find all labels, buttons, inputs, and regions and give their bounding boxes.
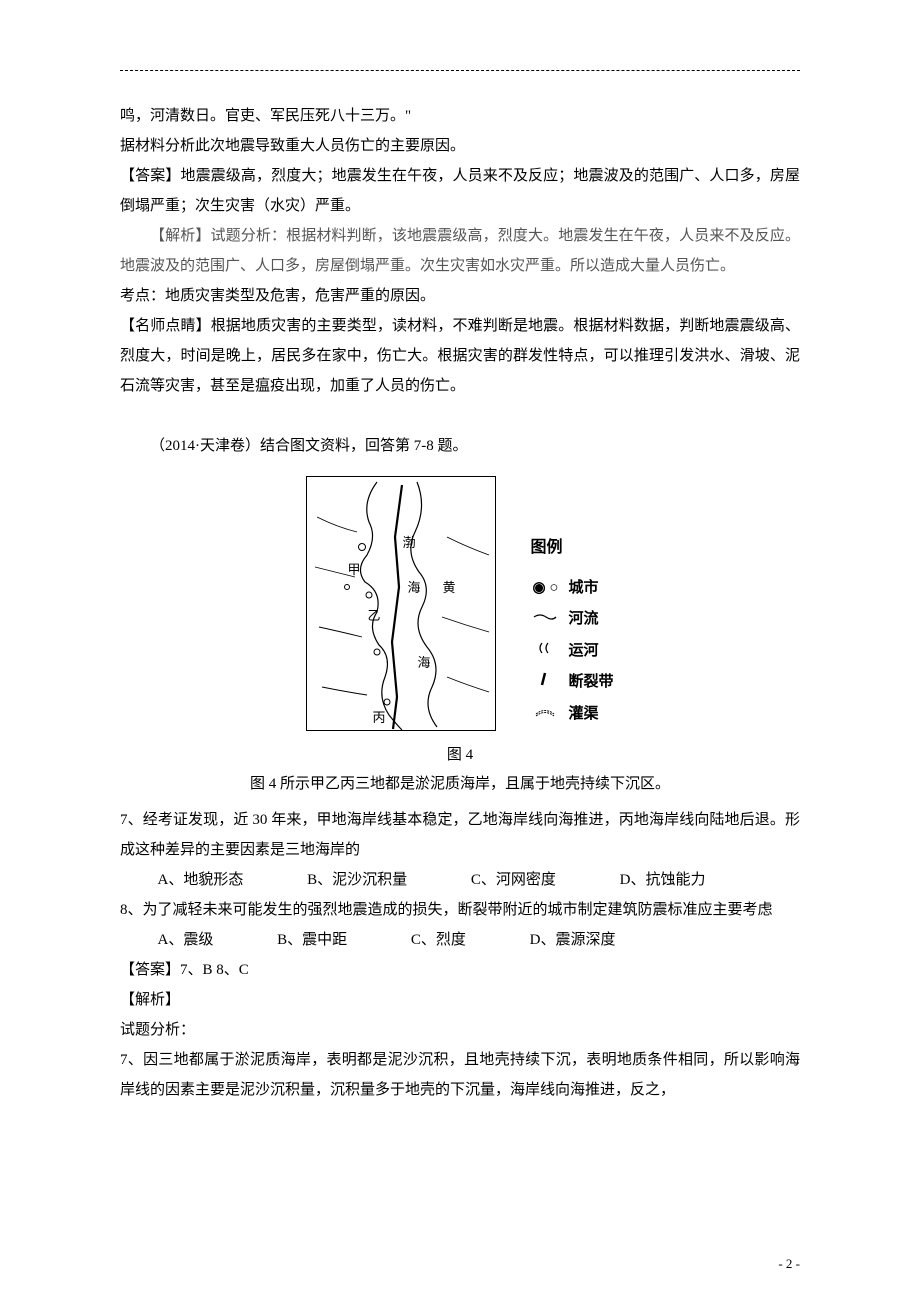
q7-opt-c: C、河网密度 — [471, 865, 556, 895]
map-label-huang: 黄 — [442, 577, 455, 596]
q8-opt-a: A、震级 — [158, 925, 214, 955]
map-label-jia: 甲 — [347, 559, 360, 578]
legend-label-irrigation: 灌渠 — [568, 699, 598, 731]
river-icon — [530, 604, 560, 636]
question-7: 7、经考证发现，近 30 年来，甲地海岸线基本稳定，乙地海岸线向海推进，丙地海岸… — [120, 805, 800, 865]
map-label-hai: 海 — [407, 577, 420, 596]
question-8: 8、为了减轻未来可能发生的强烈地震造成的损失，断裂带附近的城市制定建筑防震标准应… — [120, 895, 800, 925]
analysis2-sub: 试题分析： — [120, 1015, 800, 1045]
map-svg — [307, 477, 497, 732]
q7-options: A、地貌形态 B、泥沙沉积量 C、河网密度 D、抗蚀能力 — [120, 865, 800, 895]
figure-4: 渤 海 黄 海 甲 乙 丙 图例 ◉ ○ 城市 河流 运河 断裂 — [120, 476, 800, 731]
answer-block: 【答案】地震震级高，烈度大；地震发生在午夜，人员来不及反应；地震波及的范围广、人… — [120, 161, 800, 221]
q7-opt-d: D、抗蚀能力 — [620, 865, 706, 895]
legend-box: 图例 ◉ ○ 城市 河流 运河 断裂带 灌渠 — [530, 476, 613, 730]
map-label-yi: 乙 — [367, 605, 380, 624]
legend-title: 图例 — [530, 531, 613, 565]
top-divider — [120, 70, 800, 71]
legend-label-city: 城市 — [568, 573, 598, 605]
legend-row-fault: 断裂带 — [530, 667, 613, 699]
answer-78: 【答案】7、B 8、C — [120, 955, 800, 985]
analysis-text: 试题分析：根据材料判断，该地震震级高，烈度大。地震发生在午夜，人员来不及反应。地… — [120, 228, 800, 274]
map-label-bing: 丙 — [372, 707, 385, 726]
legend-label-river: 河流 — [568, 604, 598, 636]
figure-desc: 图 4 所示甲乙丙三地都是淤泥质海岸，且属于地壳持续下沉区。 — [120, 772, 800, 793]
answer78-label: 【答案】 — [120, 962, 180, 978]
answer78-text: 7、B 8、C — [180, 962, 249, 978]
legend-row-canal: 运河 — [530, 636, 613, 668]
q7-opt-a: A、地貌形态 — [158, 865, 244, 895]
q8-opt-c: C、烈度 — [411, 925, 466, 955]
answer-label: 【答案】 — [120, 168, 180, 184]
analysis-block: 【解析】试题分析：根据材料判断，该地震震级高，烈度大。地震发生在午夜，人员来不及… — [120, 221, 800, 281]
legend-row-river: 河流 — [530, 604, 613, 636]
analysis2-label: 【解析】 — [120, 985, 800, 1015]
map-box: 渤 海 黄 海 甲 乙 丙 — [306, 476, 496, 731]
fault-icon — [530, 667, 560, 699]
analysis-label: 【解析】 — [150, 228, 210, 244]
city-icon: ◉ ○ — [530, 573, 560, 605]
map-label-hai2: 海 — [417, 652, 430, 671]
legend-row-city: ◉ ○ 城市 — [530, 573, 613, 605]
text-line-1: 鸣，河清数日。官吏、军民压死八十三万。" — [120, 101, 800, 131]
irrigation-icon — [530, 699, 560, 731]
answer-text: 地震震级高，烈度大；地震发生在午夜，人员来不及反应；地震波及的范围广、人口多，房… — [120, 168, 800, 214]
kaodian-text: 考点：地质灾害类型及危害，危害严重的原因。 — [120, 281, 800, 311]
legend-row-irrigation: 灌渠 — [530, 699, 613, 731]
analysis2-q7: 7、因三地都属于淤泥质海岸，表明都是泥沙沉积，且地壳持续下沉，表明地质条件相同，… — [120, 1045, 800, 1105]
mingshi-text: 根据地质灾害的主要类型，读材料，不难判断是地震。根据材料数据，判断地震震级高、烈… — [120, 318, 800, 394]
map-label-bohai: 渤 — [402, 532, 415, 551]
text-line-2: 据材料分析此次地震导致重大人员伤亡的主要原因。 — [120, 131, 800, 161]
mingshi-block: 【名师点睛】根据地质灾害的主要类型，读材料，不难判断是地震。根据材料数据，判断地… — [120, 311, 800, 401]
mingshi-label: 【名师点睛】 — [120, 318, 211, 334]
canal-icon — [530, 636, 560, 668]
legend-label-fault: 断裂带 — [568, 667, 613, 699]
q8-opt-d: D、震源深度 — [530, 925, 616, 955]
figure-caption: 图 4 — [120, 743, 800, 764]
legend-label-canal: 运河 — [568, 636, 598, 668]
tianjin-intro: （2014·天津卷）结合图文资料，回答第 7-8 题。 — [120, 431, 800, 461]
page-number: - 2 - — [778, 1256, 800, 1272]
q7-opt-b: B、泥沙沉积量 — [307, 865, 407, 895]
q8-options: A、震级 B、震中距 C、烈度 D、震源深度 — [120, 925, 800, 955]
q8-opt-b: B、震中距 — [277, 925, 347, 955]
